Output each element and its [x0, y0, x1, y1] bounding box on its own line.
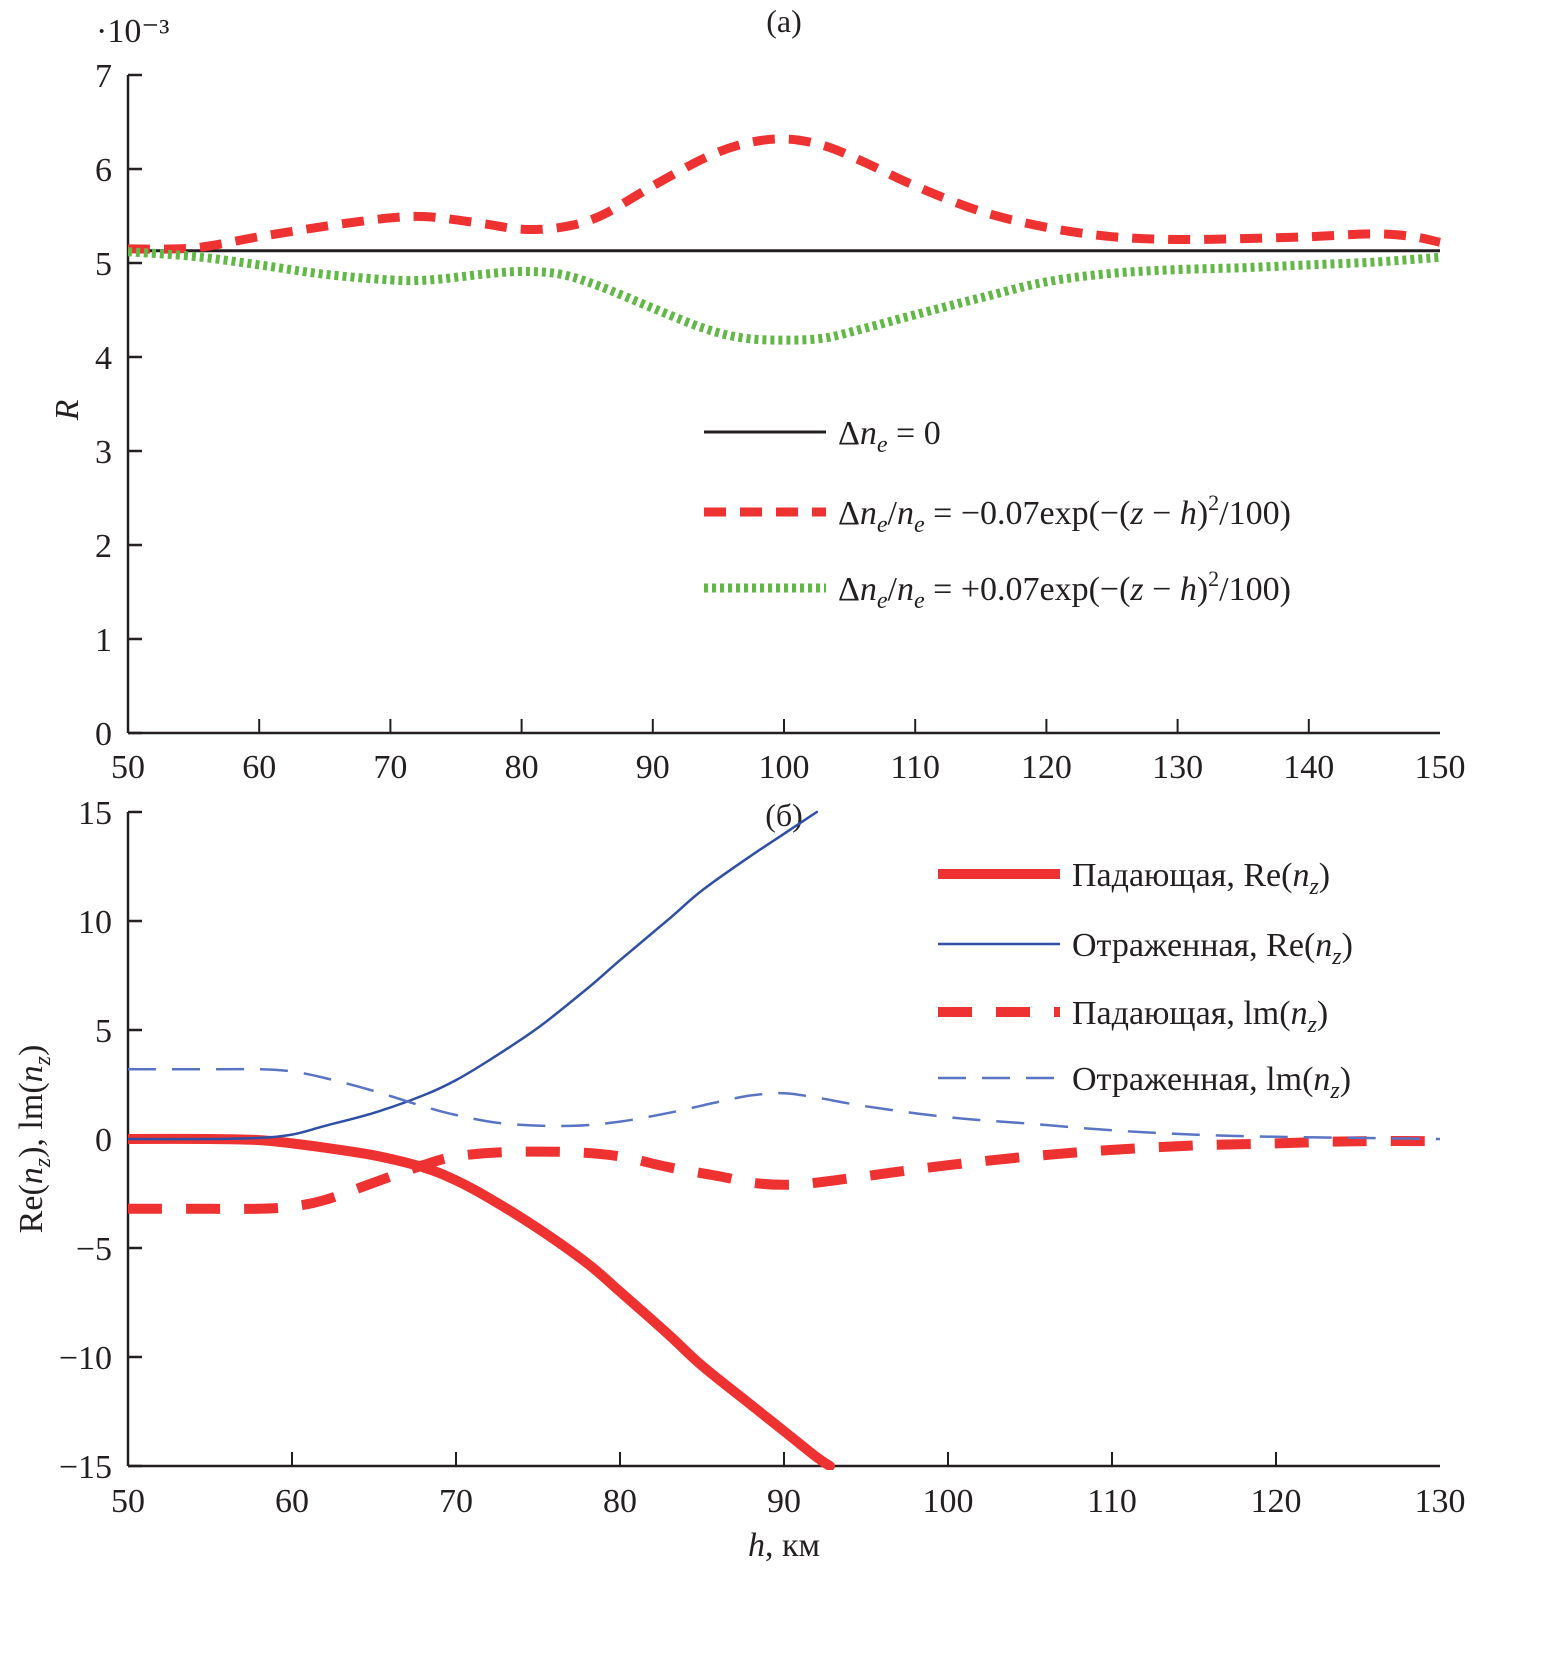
x-tick-label: 130 — [1152, 749, 1203, 786]
y-tick-label: −5 — [76, 1231, 112, 1268]
x-tick-label: 80 — [603, 1483, 637, 1520]
x-tick-label: 150 — [1415, 749, 1466, 786]
series-line-2 — [128, 247, 1441, 345]
x-axis-title-b: h, км — [748, 1527, 820, 1564]
y-tick-label: −10 — [59, 1340, 112, 1377]
axes-b: −15 −10 −5 0 5 10 15 50 60 70 80 90 100 110 120 130 h, к… — [13, 795, 1466, 1564]
y-tick-label: 2 — [95, 528, 112, 565]
y-tick-label: 6 — [95, 152, 112, 189]
y-tick-label: 15 — [78, 795, 112, 832]
panel-b-label: (б) — [765, 797, 803, 833]
y-tick-label: 1 — [95, 622, 112, 659]
y-tick-label: 5 — [95, 246, 112, 283]
legend-label-1: Отраженная, Re(nz) — [1072, 927, 1353, 970]
legend-label-0: Δne = 0 — [838, 415, 941, 458]
legend-b: Падающая, Re(nz) Отраженная, Re(nz) Падающ… — [938, 857, 1353, 1104]
y-axis-title-a: R — [49, 399, 86, 421]
y-tick-label: 3 — [95, 434, 112, 471]
x-tick-label: 90 — [636, 749, 670, 786]
x-tick-label: 50 — [111, 749, 145, 786]
legend-label-0: Падающая, Re(nz) — [1072, 857, 1330, 900]
y-tick-label: 7 — [95, 58, 112, 95]
legend-label-1: Δne/ne = −0.07exp(−(z − h)2/100) — [838, 490, 1291, 538]
axes-a: 0 1 2 3 4 5 6 7 50 60 70 80 90 100 110 120 130 140 150 — [95, 58, 1466, 786]
panel-a-label: (a) — [766, 3, 802, 39]
legend-label-2: Δne/ne = +0.07exp(−(z − h)2/100) — [838, 566, 1291, 614]
x-tick-label: 110 — [1087, 1483, 1137, 1520]
x-tick-label: 60 — [242, 749, 276, 786]
y-tick-label: 0 — [95, 716, 112, 753]
y-tick-label: 0 — [95, 1122, 112, 1159]
x-tick-label: 120 — [1021, 749, 1072, 786]
series-b — [128, 810, 1441, 1470]
legend-label-3: Отраженная, lm(nz) — [1072, 1061, 1351, 1104]
x-tick-label: 70 — [373, 749, 407, 786]
panel-a: (a) ·10⁻³ R 0 1 2 3 4 5 6 7 50 60 70 80 90 100 110 120 1… — [49, 3, 1466, 786]
x-tick-label: 120 — [1251, 1483, 1302, 1520]
x-tick-label: 110 — [890, 749, 940, 786]
y-multiplier: ·10⁻³ — [96, 13, 169, 50]
y-tick-label: 4 — [95, 340, 112, 377]
x-tick-label: 130 — [1415, 1483, 1466, 1520]
series-line-3 — [128, 1067, 1441, 1141]
x-tick-label: 70 — [439, 1483, 473, 1520]
series-line-1 — [128, 810, 819, 1141]
y-tick-label: 10 — [78, 904, 112, 941]
x-tick-label: 140 — [1283, 749, 1334, 786]
y-tick-label: −15 — [59, 1449, 112, 1486]
x-tick-label: 60 — [275, 1483, 309, 1520]
x-tick-label: 100 — [923, 1483, 974, 1520]
x-tick-label: 50 — [111, 1483, 145, 1520]
y-tick-label: 5 — [95, 1013, 112, 1050]
series-line-0 — [128, 1133, 835, 1470]
x-tick-label: 80 — [505, 749, 539, 786]
series-line-2 — [128, 1136, 1441, 1214]
y-axis-title-b: Re(nz), lm(nz) — [13, 1045, 56, 1234]
legend-label-2: Падающая, lm(nz) — [1072, 995, 1328, 1038]
series-line-1 — [128, 134, 1441, 254]
x-tick-label: 100 — [759, 749, 810, 786]
panel-b: (б) −15 −10 −5 0 5 10 15 50 60 70 80 90 100 110 120 130… — [13, 795, 1466, 1564]
series-a — [128, 134, 1441, 345]
legend-a: Δne = 0 Δne/ne = −0.07exp(−(z − h)2/100) Δ… — [704, 415, 1291, 614]
x-tick-label: 90 — [767, 1483, 801, 1520]
